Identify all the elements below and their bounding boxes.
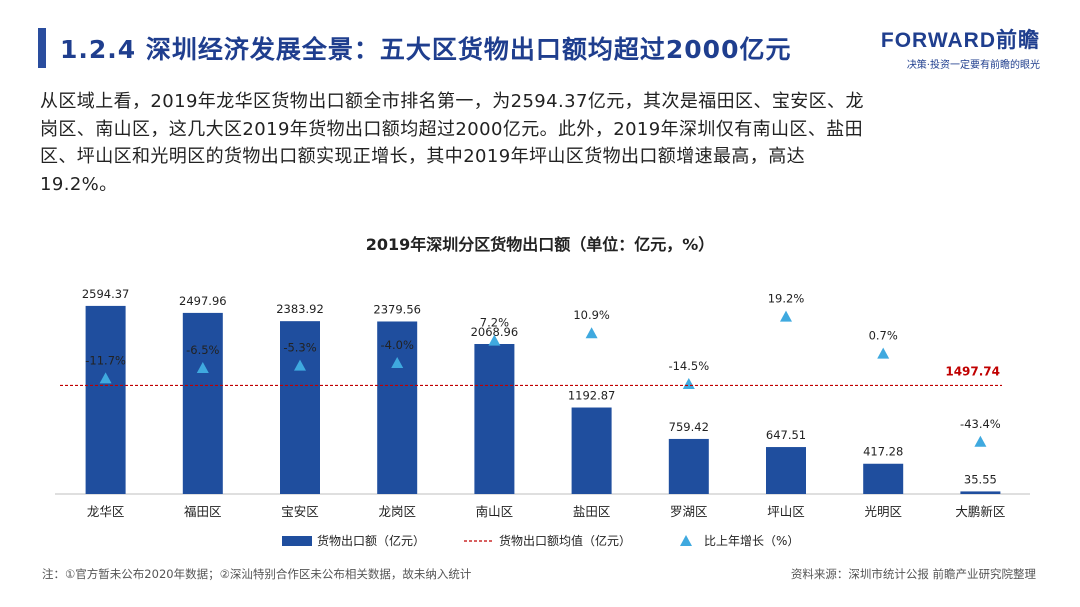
category-label: 宝安区 <box>281 504 319 519</box>
growth-label: -5.3% <box>283 341 316 355</box>
legend-growth-swatch <box>680 535 692 546</box>
growth-marker <box>585 327 598 339</box>
logo-wordmark: FORWARD前瞻 <box>880 29 1040 52</box>
growth-marker <box>682 378 695 389</box>
growth-marker <box>99 372 112 384</box>
bar-value-label: 2497.96 <box>179 294 227 308</box>
growth-marker <box>488 334 501 346</box>
legend-bar-label: 货物出口额（亿元） <box>317 533 425 548</box>
growth-marker <box>294 359 306 371</box>
growth-label: -43.4% <box>960 417 1001 431</box>
page-title: 1.2.4 深圳经济发展全景：五大区货物出口额均超过2000亿元 <box>60 35 792 64</box>
bar <box>960 491 1001 494</box>
growth-label: -14.5% <box>668 359 709 373</box>
bar <box>668 438 709 494</box>
legend-average-label: 货物出口额均值（亿元） <box>499 533 631 548</box>
bar <box>182 312 223 494</box>
legend-bar-swatch <box>282 536 312 546</box>
average-label: 1497.74 <box>945 364 1000 378</box>
growth-label: -4.0% <box>381 338 414 352</box>
growth-label: 19.2% <box>768 292 805 306</box>
bar <box>280 321 320 494</box>
logo-tagline: 决策·投资一定要有前瞻的眼光 <box>906 60 1040 71</box>
bar-value-label: 2379.56 <box>373 302 421 316</box>
bar <box>571 407 612 494</box>
source-note: 资料来源：深圳市统计公报 前瞻产业研究院整理 <box>790 567 1036 581</box>
category-label: 南山区 <box>476 504 514 519</box>
paragraph-line: 区、坪山区和光明区的货物出口额实现正增长，其中2019年坪山区货物出口额增速最高… <box>40 146 806 167</box>
growth-marker <box>877 347 890 359</box>
category-label: 坪山区 <box>767 504 805 519</box>
category-label: 罗湖区 <box>670 504 708 519</box>
bar <box>474 344 515 494</box>
growth-marker <box>391 357 404 368</box>
category-label: 龙华区 <box>87 504 125 519</box>
category-label: 福田区 <box>184 504 222 519</box>
bar-value-label: 2594.37 <box>82 287 130 301</box>
legend-growth-label: 比上年增长（%） <box>704 534 799 548</box>
bar <box>85 305 126 494</box>
growth-label: 10.9% <box>573 308 610 322</box>
growth-marker <box>974 435 987 447</box>
growth-label: -11.7% <box>85 353 126 367</box>
brand-logo: FORWARD前瞻 决策·投资一定要有前瞻的眼光 <box>881 24 1040 71</box>
category-label: 盐田区 <box>573 504 611 519</box>
bar-value-label: 417.28 <box>863 445 903 459</box>
bar <box>766 447 806 494</box>
growth-marker <box>780 310 792 322</box>
title-accent-bar <box>38 28 46 68</box>
bar-value-label: 759.42 <box>669 420 709 434</box>
growth-marker <box>196 362 209 373</box>
bar-value-label: 35.55 <box>964 472 997 486</box>
category-label: 光明区 <box>864 504 902 519</box>
category-label: 龙岗区 <box>378 504 416 519</box>
bar-value-label: 1192.87 <box>568 389 616 403</box>
growth-label: 7.2% <box>480 316 509 330</box>
bar-value-label: 2068.96 <box>471 325 519 339</box>
chart-title: 2019年深圳分区货物出口额（单位：亿元，%） <box>366 235 715 254</box>
paragraph-line: 岗区、南山区，这几大区2019年货物出口额均超过2000亿元。此外，2019年深… <box>40 118 864 140</box>
footnote: 注：①官方暂未公布2020年数据；②深汕特别合作区未公布相关数据，故未纳入统计 <box>42 567 472 581</box>
summary-paragraph: 从区域上看，2019年龙华区货物出口额全市排名第一，为2594.37亿元，其次是… <box>40 88 1040 198</box>
bar <box>377 321 418 494</box>
paragraph-line: 19.2%。 <box>40 173 118 195</box>
growth-label: -6.5% <box>186 343 219 357</box>
bar-value-label: 2383.92 <box>276 302 324 316</box>
bar-value-label: 647.51 <box>766 428 806 442</box>
paragraph-line: 从区域上看，2019年龙华区货物出口额全市排名第一，为2594.37亿元，其次是… <box>40 91 864 112</box>
bar <box>863 463 904 494</box>
category-label: 大鹏新区 <box>955 504 1005 519</box>
growth-label: 0.7% <box>869 329 898 343</box>
